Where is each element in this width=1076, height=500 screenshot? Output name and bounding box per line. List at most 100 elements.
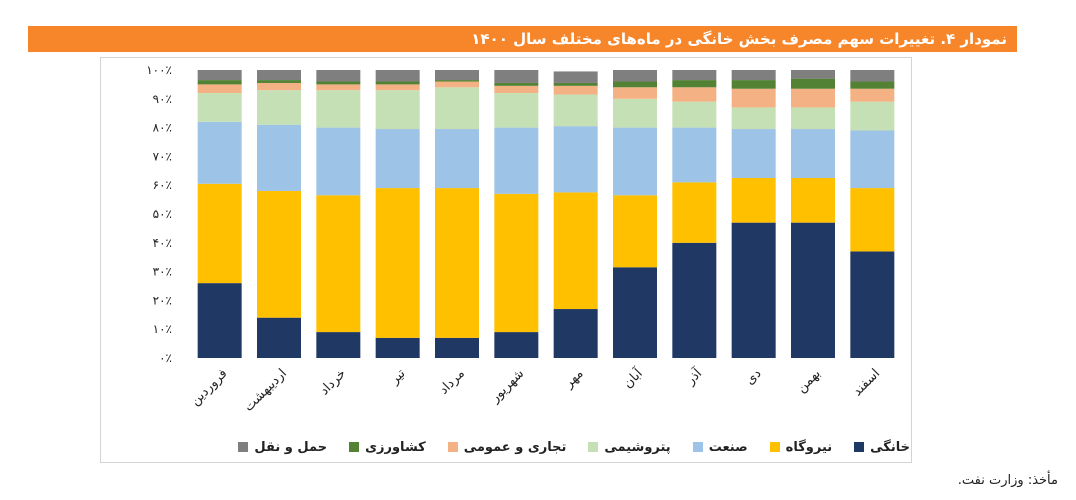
bar-segment xyxy=(613,195,657,268)
x-tick-label: آذر xyxy=(681,364,706,389)
bar-segment xyxy=(672,101,717,128)
x-tick-label: آبان xyxy=(619,364,647,392)
y-tick-label: ۳۰٪ xyxy=(153,265,172,279)
y-tick-label: ۱۰٪ xyxy=(153,322,172,336)
bar-segment xyxy=(375,90,420,130)
legend-item: کشاورزی xyxy=(349,440,426,455)
legend-label: کشاورزی xyxy=(365,439,426,455)
bar-segment xyxy=(613,127,657,196)
bar-segment xyxy=(553,82,598,86)
bar-segment xyxy=(435,81,479,88)
chart-title: نمودار ۴. تغییرات سهم مصرف بخش خانگی در … xyxy=(28,26,1017,52)
bar-segment xyxy=(316,195,361,333)
bar-segment xyxy=(791,222,835,358)
legend-swatch xyxy=(588,442,599,452)
bar-segment xyxy=(731,80,776,89)
bar-segment xyxy=(731,178,776,223)
bar-segment xyxy=(257,124,301,191)
bar-segment xyxy=(791,78,835,89)
bar-segment xyxy=(435,129,479,189)
legend-item: صنعت xyxy=(692,439,748,455)
bar-segment xyxy=(850,88,895,102)
legend-label: نیروگاه xyxy=(785,439,833,455)
bar-segment xyxy=(791,178,835,223)
bar-segment xyxy=(850,188,895,252)
bar-segment xyxy=(257,90,301,125)
bar-segment xyxy=(316,70,361,82)
bar-segment xyxy=(435,70,479,81)
bar-segment xyxy=(257,80,301,83)
bar-segment xyxy=(850,101,895,131)
bar-segment xyxy=(435,188,479,338)
bar-segment xyxy=(316,332,361,358)
legend-item: نیروگاه xyxy=(769,439,833,455)
bar-segment xyxy=(494,127,539,194)
x-tick-label: شهریور xyxy=(487,366,527,406)
bar-segment xyxy=(197,80,242,85)
bar-segment xyxy=(375,129,420,189)
bar-segment xyxy=(494,332,539,358)
chart-frame xyxy=(100,57,912,463)
bar-segment xyxy=(316,84,361,91)
x-tick-label: تیر xyxy=(387,366,409,388)
bar-segment xyxy=(316,90,361,128)
legend-label: صنعت xyxy=(708,439,748,455)
bar-segment xyxy=(435,87,479,130)
bar-segment xyxy=(553,309,598,358)
bar-segment xyxy=(613,81,657,88)
x-tick-label: فروردین xyxy=(188,366,231,409)
bar-segment xyxy=(672,127,717,183)
bar-segment xyxy=(197,84,242,94)
bar-segment xyxy=(791,70,835,79)
bar-segment xyxy=(613,87,657,99)
bar-segment xyxy=(613,98,657,128)
bar-segment xyxy=(375,70,420,82)
bar-segment xyxy=(257,317,301,358)
legend-swatch xyxy=(854,442,865,452)
bar-segment xyxy=(197,183,242,284)
x-tick-label: مهر xyxy=(561,366,587,392)
bar-segment xyxy=(197,283,242,358)
legend-item: تجاری و عمومی xyxy=(447,439,567,455)
x-tick-label: خرداد xyxy=(317,366,349,398)
bar-segment xyxy=(672,70,717,81)
y-tick-label: ۰٪ xyxy=(159,351,172,365)
chart-legend: خانگی نیروگاه صنعت پتروشیمی تجاری و عمومی کشا… xyxy=(190,437,910,457)
legend-swatch xyxy=(238,442,249,452)
legend-swatch xyxy=(692,442,703,452)
y-tick-label: ۴۰٪ xyxy=(153,236,172,250)
y-tick-label: ۲۰٪ xyxy=(153,293,172,307)
bar-segment xyxy=(494,193,539,333)
y-tick-label: ۹۰٪ xyxy=(153,92,172,106)
legend-item: پتروشیمی xyxy=(588,440,671,455)
bar-segment xyxy=(613,70,657,82)
legend-label: حمل و نقل xyxy=(254,439,328,455)
legend-swatch xyxy=(447,442,458,452)
bar-segment xyxy=(494,93,539,128)
bar-segment xyxy=(553,94,598,127)
bar-segment xyxy=(257,70,301,81)
bar-segment xyxy=(257,190,301,318)
bar-segment xyxy=(791,88,835,108)
bar-segment xyxy=(316,81,361,85)
bar-segment xyxy=(850,70,895,82)
x-tick-label: بهمن xyxy=(794,366,824,396)
bar-segment xyxy=(553,192,598,310)
legend-item: حمل و نقل xyxy=(238,440,327,455)
bar-segment xyxy=(731,70,776,81)
bar-segment xyxy=(375,84,420,91)
x-tick-label: مرداد xyxy=(436,366,467,397)
bar-segment xyxy=(791,107,835,130)
bar-segment xyxy=(672,87,717,102)
x-tick-label: اردیبهشت xyxy=(241,366,289,414)
x-tick-label: اسفند xyxy=(850,366,883,399)
bar-segment xyxy=(731,107,776,130)
bar-segment xyxy=(494,70,539,83)
bar-segment xyxy=(672,182,717,243)
bar-segment xyxy=(672,242,717,358)
legend-label: تجاری و عمومی xyxy=(463,439,567,455)
bar-segment xyxy=(791,129,835,178)
source-note: مأخذ: وزارت نفت. xyxy=(957,473,1058,488)
bar-segment xyxy=(850,251,895,358)
bar-segment xyxy=(850,130,895,189)
